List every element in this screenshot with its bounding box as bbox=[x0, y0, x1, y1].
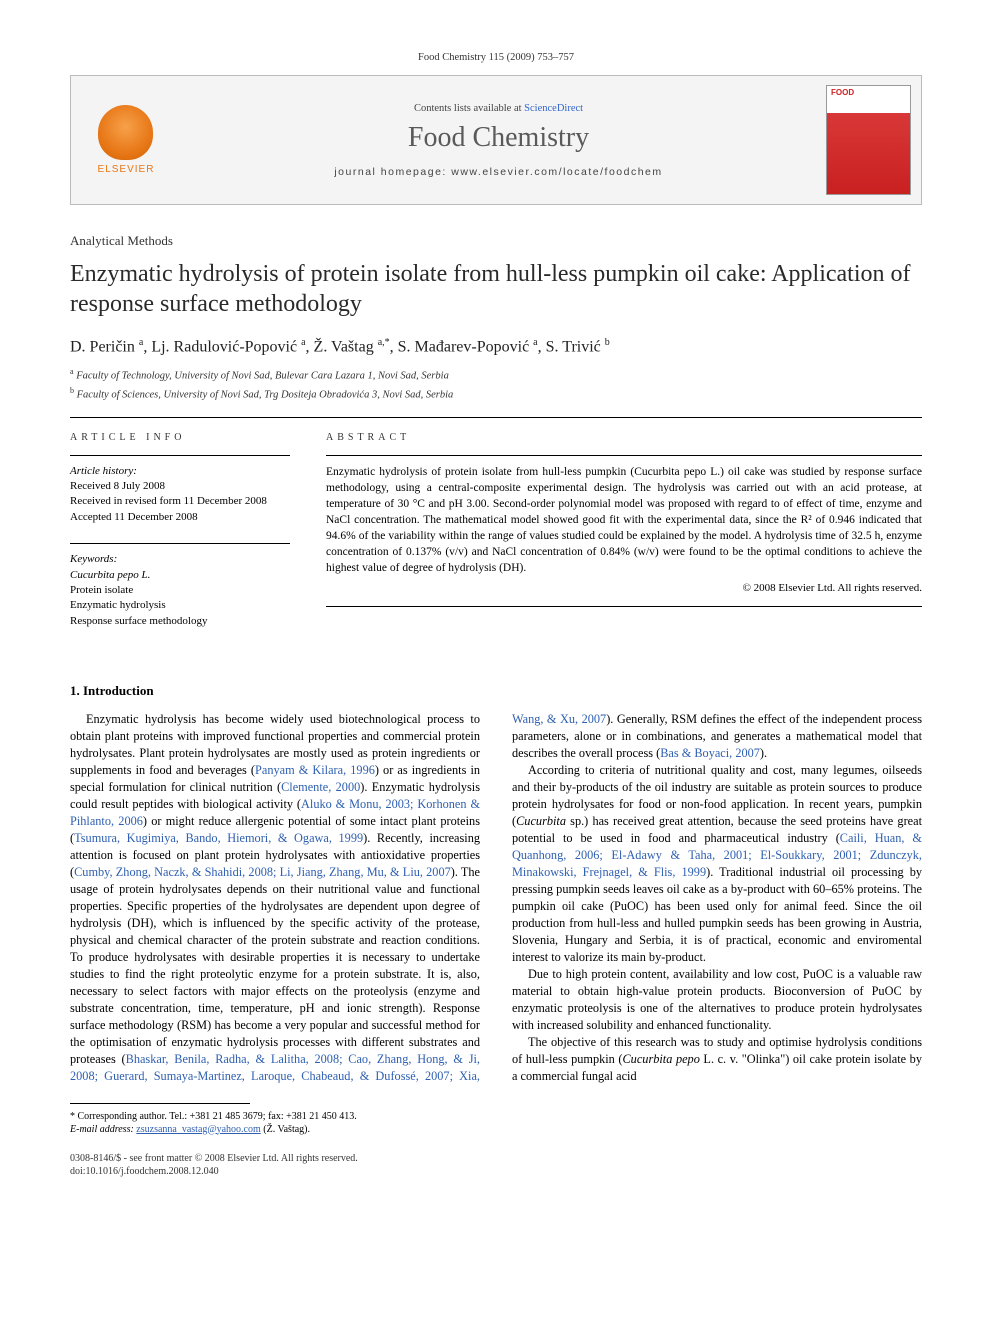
keywords-block: Keywords: Cucurbita pepo L. Protein isol… bbox=[70, 552, 290, 629]
body-run: ). The usage of protein hydrolysates dep… bbox=[70, 865, 480, 1049]
footer-copyright: 0308-8146/$ - see front matter © 2008 El… bbox=[70, 1152, 922, 1165]
divider bbox=[326, 606, 922, 607]
history-received: Received 8 July 2008 bbox=[70, 479, 290, 494]
body-run-italic: Cucurbita bbox=[516, 814, 566, 828]
email-author: (Ž. Vaštag). bbox=[263, 1124, 310, 1135]
publisher-name: ELSEVIER bbox=[98, 164, 155, 175]
cover-title-text: CHEMISTRY bbox=[827, 97, 910, 121]
body-run: ). Traditional industrial oil processing… bbox=[512, 865, 922, 964]
footer-doi: doi:10.1016/j.foodchem.2008.12.040 bbox=[70, 1165, 922, 1178]
body-run-italic: Cucurbita pepo bbox=[622, 1052, 699, 1066]
citation-link[interactable]: Bas & Boyaci, 2007 bbox=[660, 746, 760, 760]
section-heading-introduction: 1. Introduction bbox=[70, 683, 922, 699]
history-label: Article history: bbox=[70, 464, 290, 479]
body-text: Enzymatic hydrolysis has become widely u… bbox=[70, 711, 922, 1084]
abstract-column: ABSTRACT Enzymatic hydrolysis of protein… bbox=[326, 418, 922, 648]
keyword-3: Enzymatic hydrolysis bbox=[70, 598, 290, 613]
contents-prefix: Contents lists available at bbox=[414, 103, 524, 114]
abstract-copyright: © 2008 Elsevier Ltd. All rights reserved… bbox=[326, 582, 922, 594]
sciencedirect-link[interactable]: ScienceDirect bbox=[524, 103, 583, 114]
article-history: Article history: Received 8 July 2008 Re… bbox=[70, 464, 290, 526]
page-footer: 0308-8146/$ - see front matter © 2008 El… bbox=[70, 1152, 922, 1178]
affiliation-a: Faculty of Technology, University of Nov… bbox=[76, 371, 449, 382]
citation-link[interactable]: Tsumura, Kugimiya, Bando, Hiemori, & Oga… bbox=[74, 831, 363, 845]
keywords-label: Keywords: bbox=[70, 552, 290, 567]
history-revised: Received in revised form 11 December 200… bbox=[70, 494, 290, 509]
contents-line: Contents lists available at ScienceDirec… bbox=[414, 103, 583, 114]
journal-masthead: ELSEVIER Contents lists available at Sci… bbox=[70, 75, 922, 205]
journal-name: Food Chemistry bbox=[408, 122, 589, 154]
affiliation-b: Faculty of Sciences, University of Novi … bbox=[77, 389, 454, 400]
citation-link[interactable]: Cumby, Zhong, Naczk, & Shahidi, 2008; Li… bbox=[74, 865, 451, 879]
divider bbox=[70, 455, 290, 456]
keyword-4: Response surface methodology bbox=[70, 614, 290, 629]
divider bbox=[326, 455, 922, 456]
publisher-logo-cell: ELSEVIER bbox=[71, 76, 181, 204]
abstract-text: Enzymatic hydrolysis of protein isolate … bbox=[326, 464, 922, 577]
abstract-heading: ABSTRACT bbox=[326, 432, 922, 443]
corresponding-author-footnote: * Corresponding author. Tel.: +381 21 48… bbox=[70, 1110, 922, 1136]
affiliations: a Faculty of Technology, University of N… bbox=[70, 366, 922, 402]
article-info-heading: ARTICLE INFO bbox=[70, 432, 290, 443]
citation-link[interactable]: Panyam & Kilara, 1996 bbox=[255, 763, 375, 777]
footnote-separator bbox=[70, 1103, 250, 1104]
article-title: Enzymatic hydrolysis of protein isolate … bbox=[70, 259, 922, 319]
email-link[interactable]: zsuzsanna_vastag@yahoo.com bbox=[136, 1124, 260, 1135]
history-accepted: Accepted 11 December 2008 bbox=[70, 510, 290, 525]
email-label: E-mail address: bbox=[70, 1124, 134, 1135]
cover-top-text: FOOD bbox=[827, 86, 910, 97]
journal-cover-icon: FOOD CHEMISTRY bbox=[826, 85, 911, 195]
footnote-line: * Corresponding author. Tel.: +381 21 48… bbox=[70, 1110, 922, 1123]
keyword-1: Cucurbita pepo L. bbox=[70, 568, 290, 583]
divider bbox=[70, 543, 290, 544]
keyword-2: Protein isolate bbox=[70, 583, 290, 598]
author-list: D. Peričin a, Lj. Radulović-Popović a, Ž… bbox=[70, 337, 922, 356]
body-run: ). bbox=[760, 746, 767, 760]
citation-link[interactable]: Clemente, 2000 bbox=[281, 780, 360, 794]
journal-homepage: journal homepage: www.elsevier.com/locat… bbox=[334, 166, 662, 178]
cover-thumbnail-cell: FOOD CHEMISTRY bbox=[816, 76, 921, 204]
running-header: Food Chemistry 115 (2009) 753–757 bbox=[70, 52, 922, 63]
article-section-label: Analytical Methods bbox=[70, 233, 922, 249]
elsevier-tree-icon bbox=[98, 105, 153, 160]
body-paragraph: Due to high protein content, availabilit… bbox=[512, 966, 922, 1034]
article-info-column: ARTICLE INFO Article history: Received 8… bbox=[70, 418, 290, 648]
